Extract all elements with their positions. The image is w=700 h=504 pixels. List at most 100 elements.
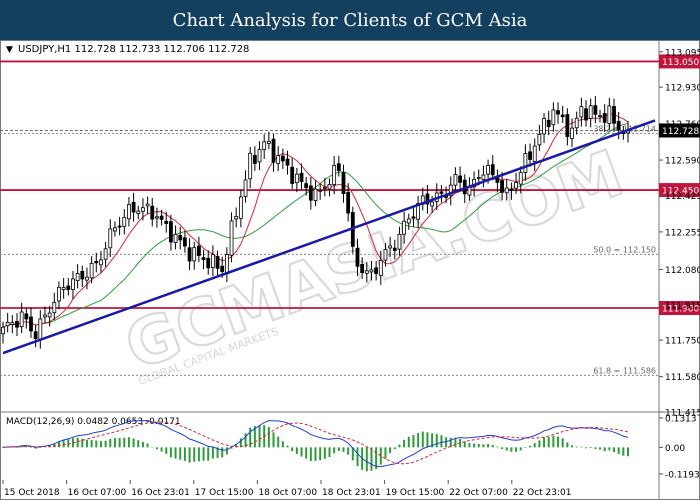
macd-histogram-bar [235, 443, 238, 448]
macd-histogram-bar [160, 447, 163, 452]
macd-histogram-bar [557, 436, 560, 448]
macd-histogram-bar [561, 438, 564, 448]
macd-histogram-bar [547, 436, 550, 448]
candle-body [215, 256, 220, 269]
candle-body [66, 285, 71, 291]
title-banner: Chart Analysis for Clients of GCM Asia [0, 0, 700, 40]
macd-histogram-bar [295, 447, 298, 454]
macd-histogram-bar [599, 447, 602, 450]
macd-histogram-bar [67, 439, 70, 448]
macd-histogram-bar [2, 447, 4, 448]
macd-histogram-bar [258, 424, 261, 448]
candle-body [514, 182, 518, 189]
price-tick-label: 112.760 [665, 120, 700, 130]
candle-body [173, 233, 178, 243]
price-tick-label: 112.080 [665, 266, 700, 276]
macd-histogram-bar [151, 446, 154, 448]
time-tick-label: 22 Oct 23:01 [513, 488, 572, 498]
macd-histogram-bar [123, 437, 126, 448]
macd-histogram-bar [174, 447, 177, 459]
candle-body [523, 153, 528, 173]
macd-histogram-bar [393, 447, 396, 450]
candle-body [57, 286, 61, 302]
header-triangle[interactable]: ▼ [6, 45, 13, 55]
candle-body [448, 184, 453, 197]
price-tick-label: 113.095 [665, 48, 700, 58]
fibonacci-label: 50.0 = 112.150 [593, 245, 656, 254]
price-tick-label: 111.915 [665, 301, 700, 311]
candle-body [322, 186, 327, 189]
candle-body [80, 270, 85, 280]
candle-body [472, 178, 476, 188]
macd-histogram-bar [141, 441, 144, 448]
macd-histogram-bar [193, 447, 196, 462]
candle-body [192, 247, 197, 262]
macd-histogram-bar [538, 440, 541, 448]
candle-body [490, 164, 495, 176]
candle-body [360, 263, 365, 274]
macd-histogram-bar [43, 446, 46, 448]
macd-histogram-bar [291, 447, 294, 452]
candle-body [481, 174, 486, 180]
macd-histogram-bar [594, 447, 597, 449]
macd-histogram-bar [328, 447, 331, 457]
candle-body [383, 249, 388, 261]
candle-body [518, 172, 523, 185]
candle-body [224, 254, 229, 273]
macd-histogram-bar [323, 447, 326, 459]
candle-body [294, 173, 299, 184]
macd-histogram-bar [449, 437, 452, 448]
candle-body [33, 331, 38, 340]
macd-histogram-bar [188, 447, 191, 463]
level-tag-label: 111.900 [662, 305, 699, 315]
candle-body [262, 141, 267, 150]
macd-histogram-bar [585, 447, 588, 449]
chart-title: Chart Analysis for Clients of GCM Asia [172, 9, 528, 31]
macd-histogram-bar [137, 440, 140, 448]
candle-body [24, 313, 29, 320]
trendline-layer [2, 119, 656, 355]
macd-histogram-bar [566, 442, 569, 448]
macd-histogram-bar [608, 447, 611, 451]
candle-body [159, 215, 164, 220]
macd-histogram-bar [15, 447, 18, 448]
time-tick-label: 17 Oct 15:00 [195, 488, 254, 498]
macd-histogram-bar [249, 427, 252, 448]
candle-body [374, 267, 379, 274]
macd-histogram-bar [39, 447, 42, 448]
candle-body [308, 185, 313, 201]
candle-body [397, 234, 402, 250]
candle-body [52, 301, 57, 314]
level-tag [659, 301, 700, 316]
macd-histogram-bar [76, 437, 79, 448]
candle-body [206, 257, 211, 269]
candle-body [313, 188, 318, 201]
macd-histogram-bar [435, 433, 438, 448]
price-axis: 113.095 112.930 112.760 112.590 112.425 112.2… [659, 48, 700, 419]
candle-body [579, 106, 584, 118]
price-tick-label: 112.255 [665, 228, 700, 238]
macd-histogram-bar [622, 447, 625, 456]
watermark: GCMASIA.COM GLOBAL CAPITAL MARKETS [115, 136, 634, 388]
candle-body [304, 183, 309, 189]
candle-body [75, 273, 80, 282]
level-tag-label: 112.450 [662, 187, 699, 197]
time-tick-label: 16 Oct 23:01 [131, 488, 190, 498]
macd-histogram-bar [445, 437, 448, 448]
macd-histogram-bar [57, 441, 60, 448]
macd-histogram-bar [496, 446, 499, 448]
macd-histogram-bar [375, 447, 378, 470]
macd-histogram-bar [244, 433, 247, 448]
candle-body [113, 227, 117, 232]
candle-body [187, 247, 192, 262]
macd-layer [2, 419, 629, 472]
macd-histogram-bar [207, 447, 210, 461]
candle-body [556, 110, 560, 115]
macd-histogram-bar [305, 447, 308, 459]
candle-body [406, 218, 411, 224]
macd-histogram-bar [239, 438, 242, 448]
macd-histogram-bar [309, 447, 312, 461]
macd-histogram-bar [81, 438, 84, 448]
macd-histogram-bar [398, 444, 401, 448]
price-tick-label: 111.415 [665, 409, 700, 419]
